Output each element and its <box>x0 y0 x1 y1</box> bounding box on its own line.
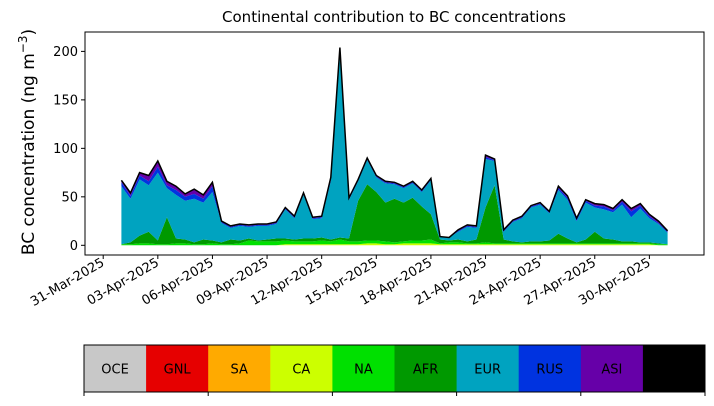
legend-swatch <box>456 345 520 392</box>
legend-label: OCE <box>101 363 129 378</box>
y-tick-label: 100 <box>53 142 78 157</box>
legend-item-na: NA <box>332 345 395 392</box>
y-axis-label-superscript: −3 <box>16 35 30 53</box>
legend-item-rus: RUS <box>518 345 582 392</box>
legend-swatch <box>208 345 271 392</box>
legend-item-afr: AFR <box>394 345 458 392</box>
area-ca <box>121 243 668 246</box>
legend-swatch <box>146 345 209 392</box>
legend-label: AFR <box>413 363 438 378</box>
legend-label: AUS <box>661 363 688 378</box>
legend: OCE GNL SA CA NA AFR EUR RUS ASI AUS <box>83 344 706 396</box>
legend-label: SA <box>231 363 248 378</box>
y-tick-label: 150 <box>53 93 78 108</box>
legend-item-gnl: GNL <box>146 345 209 392</box>
area-eur <box>121 53 668 245</box>
y-axis-label: BC concentration (ng m−3) <box>16 29 39 255</box>
area-na <box>121 239 668 246</box>
legend-label: GNL <box>164 363 192 378</box>
legend-item-asi: ASI <box>580 345 644 392</box>
area-afr <box>121 184 668 245</box>
legend-label: CA <box>292 363 310 378</box>
legend-label: EUR <box>474 363 501 378</box>
y-axis-label-close: ) <box>19 29 39 36</box>
legend-item-aus: AUS <box>642 345 706 392</box>
legend-frame <box>83 344 706 393</box>
legend-label: RUS <box>536 363 563 378</box>
legend-swatch <box>518 345 582 392</box>
total-line <box>120 47 669 239</box>
x-axis: 31-Mar-202503-Apr-202506-Apr-202509-Apr-… <box>28 255 653 310</box>
legend-swatch <box>394 345 458 392</box>
y-axis-label-text: BC concentration (ng m <box>19 53 39 255</box>
legend-item-ca: CA <box>270 345 333 392</box>
y-tick-label: 50 <box>61 190 78 205</box>
y-tick-label: 200 <box>53 45 78 60</box>
legend-label: NA <box>354 363 373 378</box>
chart-title: Continental contribution to BC concentra… <box>222 8 566 26</box>
y-axis: 0 50 100 150 200 <box>53 45 85 254</box>
legend-item-sa: SA <box>208 345 271 392</box>
legend-label: ASI <box>601 363 622 378</box>
y-tick-label: 0 <box>70 239 78 254</box>
legend-swatch <box>642 345 706 392</box>
plot-frame <box>84 31 705 256</box>
plot-area <box>84 31 705 256</box>
legend-swatch <box>580 345 644 392</box>
legend-item-eur: EUR <box>456 345 520 392</box>
legend-swatch <box>270 345 333 392</box>
legend-item-oce: OCE <box>84 345 147 392</box>
legend-swatch <box>84 345 147 392</box>
legend-swatch <box>332 345 395 392</box>
